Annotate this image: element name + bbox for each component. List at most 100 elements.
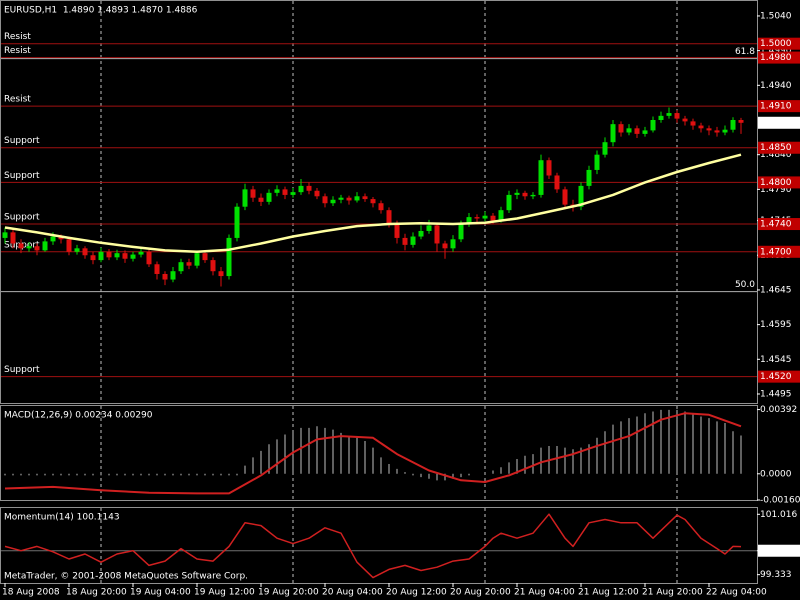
candle-body [378,203,384,211]
x-tick-label: 18 Aug 2008 [2,588,60,598]
x-tick-label: 19 Aug 20:00 [258,588,319,598]
candle-body [322,196,328,204]
candle-body [130,254,136,259]
candle-body [434,225,440,244]
candle-body [10,232,16,244]
candle-body [114,253,120,258]
candle-body [546,160,552,176]
panel-title: MACD(12,26,9) 0.00234 0.00290 [4,411,153,421]
y-tick-label: 0.00392 [760,405,797,415]
current-price: 1.4886 [760,118,792,128]
level-price-box [758,141,800,154]
level-price-box [758,218,800,231]
candle-body [218,271,224,277]
candle-body [426,225,432,231]
level-price: 1.4520 [760,372,792,382]
candle-body [738,119,744,123]
candle-body [338,197,344,200]
y-tick-label: 0.0000 [760,469,792,479]
candle-body [506,194,512,211]
level-name: Resist [4,95,31,105]
candle-body [354,196,360,201]
y-tick-label: 1.4790 [760,185,792,195]
candle-body [418,230,424,237]
candle-body [682,118,688,122]
candle-body [578,185,584,207]
level-price-box [758,176,800,189]
tick-label-box [758,544,800,557]
candle-body [490,215,496,221]
candle-body [98,251,104,261]
candle-body [362,196,368,200]
candle-body [442,243,448,249]
candle-body [194,253,200,266]
candle-body [18,243,24,249]
candle-body [402,237,408,245]
candle-body [474,217,480,219]
candle-body [482,215,488,219]
x-tick-label: 21 Aug 04:00 [514,588,575,598]
x-tick-label: 20 Aug 20:00 [450,588,511,598]
level-price: 1.5000 [760,39,792,49]
candle-body [618,124,624,133]
candle-body [594,154,600,170]
candle-body [642,130,648,134]
candle-body [2,232,8,238]
y-tick-label: 101.016 [760,510,797,520]
signal-line [4,412,742,495]
candle-body [650,119,656,131]
level-price-box [758,100,800,113]
candle-body [58,236,64,240]
level-price: 1.4700 [760,247,792,257]
candle-body [178,262,184,272]
x-tick-label: 21 Aug 20:00 [642,588,703,598]
candle-body [250,189,256,198]
level-price: 1.4980 [760,53,792,63]
level-name: Resist [4,32,31,42]
level-name: Support [4,213,40,223]
y-tick-label: 99.333 [760,570,792,580]
level-price: 1.4850 [760,143,792,153]
candle-body [122,253,128,259]
candle-body [394,224,400,238]
candle-body [138,251,144,255]
y-tick-label: 1.4495 [760,389,792,399]
candle-body [498,210,504,221]
x-tick-label: 19 Aug 04:00 [130,588,191,598]
y-tick-label: 1.4940 [760,81,792,91]
level-name: Support [4,365,40,375]
candle-body [298,185,304,193]
candle-body [82,248,88,256]
candle-body [690,121,696,126]
footer: MetaTrader, © 2001-2008 MetaQuotes Softw… [4,572,248,582]
candle-body [42,241,48,251]
candle-body [330,199,336,204]
level-name: Support [4,171,40,181]
candle-body [306,185,312,191]
candle-body [714,130,720,133]
y-tick-label: 1.4840 [760,150,792,160]
candle-body [634,128,640,134]
level-price-box [758,370,800,383]
candle-body [282,189,288,195]
candle-body [210,260,216,272]
y-tick-label: 1.4545 [760,355,792,365]
candle-body [106,251,112,258]
candle-body [34,246,40,251]
level-price: 1.4800 [760,178,792,188]
candle-body [522,192,528,197]
candle-body [466,217,472,225]
x-tick-label: 20 Aug 04:00 [322,588,383,598]
candle-body [410,236,416,245]
y-tick-label: -0.00160 [760,496,800,506]
moving-average [4,153,742,254]
level-price-box [758,51,800,64]
level-name: Resist [4,46,31,56]
y-tick-label: 1.4645 [760,285,792,295]
candle-body [26,246,32,249]
level-price: 1.4910 [760,102,792,112]
momentum-panel [0,507,758,584]
candle-body [234,206,240,238]
